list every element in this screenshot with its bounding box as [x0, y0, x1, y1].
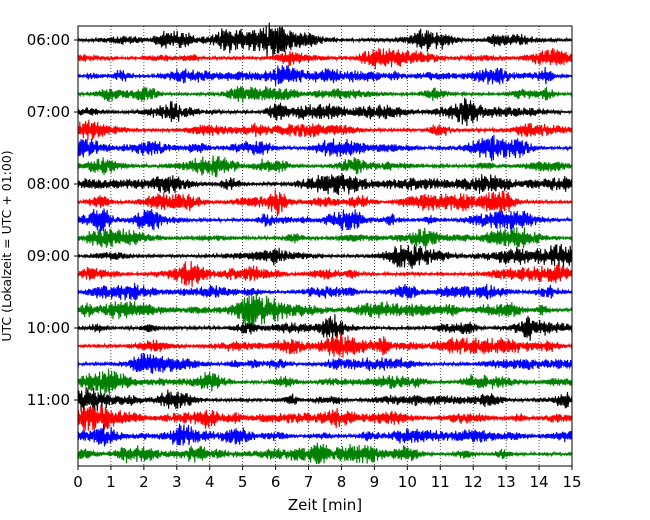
trace-1115: [77, 404, 573, 432]
y-tick-label: 07:00: [27, 103, 70, 121]
x-tick-label: 13: [497, 473, 516, 491]
x-axis-title: Zeit [min]: [288, 496, 362, 514]
trace-0730: [77, 134, 573, 162]
y-tick-label: 10:00: [27, 319, 70, 337]
trace-1045: [77, 368, 573, 396]
x-tick-label: 12: [464, 473, 483, 491]
trace-0715: [77, 119, 573, 141]
trace-1030: [77, 352, 573, 374]
x-tick-label: 8: [337, 473, 347, 491]
trace-1100: [77, 386, 573, 413]
trace-1130: [77, 423, 573, 447]
x-tick-label: 10: [398, 473, 417, 491]
plot-frame: [77, 25, 573, 467]
x-tick-label: 2: [139, 473, 149, 491]
trace-0900: [77, 244, 573, 269]
trace-0615: [77, 47, 573, 70]
x-tick-label: 11: [431, 473, 450, 491]
x-tick-label: 0: [73, 473, 83, 491]
traces: [77, 22, 573, 465]
trace-1145: [77, 442, 573, 465]
trace-0700: [77, 97, 573, 127]
x-tick-label: 5: [238, 473, 248, 491]
x-tick-label: 3: [172, 473, 182, 491]
trace-0845: [77, 227, 573, 250]
trace-0745: [77, 155, 573, 178]
trace-0830: [77, 208, 573, 234]
trace-0815: [77, 189, 573, 217]
x-tick-label: 1: [106, 473, 116, 491]
trace-0600: [77, 22, 573, 58]
trace-0630: [77, 65, 573, 86]
x-tick-label: 14: [530, 473, 549, 491]
trace-1000: [77, 314, 573, 341]
x-tick-label: 7: [304, 473, 314, 491]
x-axis: 0 1 2 3 4 5 6 7 8 9 10 11 12 13 14 15: [73, 466, 582, 491]
y-tick-label: 06:00: [27, 31, 70, 49]
x-tick-label: 9: [370, 473, 380, 491]
trace-1015: [77, 333, 573, 358]
x-tick-label: 4: [205, 473, 215, 491]
y-axis-title: UTC (Lokalzeit = UTC + 01:00): [0, 150, 14, 341]
trace-0930: [77, 282, 573, 301]
trace-0915: [77, 260, 573, 287]
y-tick-label: 09:00: [27, 247, 70, 265]
grid-lines: [110, 26, 540, 466]
y-axis: 06:00 07:00 08:00 09:00 10:00 11:00: [27, 31, 78, 409]
x-tick-label: 6: [271, 473, 281, 491]
trace-0945: [77, 293, 573, 328]
trace-0800: [77, 173, 573, 196]
trace-0645: [77, 85, 573, 103]
x-tick-label: 15: [562, 473, 581, 491]
y-tick-label: 08:00: [27, 175, 70, 193]
y-tick-label: 11:00: [27, 391, 70, 409]
